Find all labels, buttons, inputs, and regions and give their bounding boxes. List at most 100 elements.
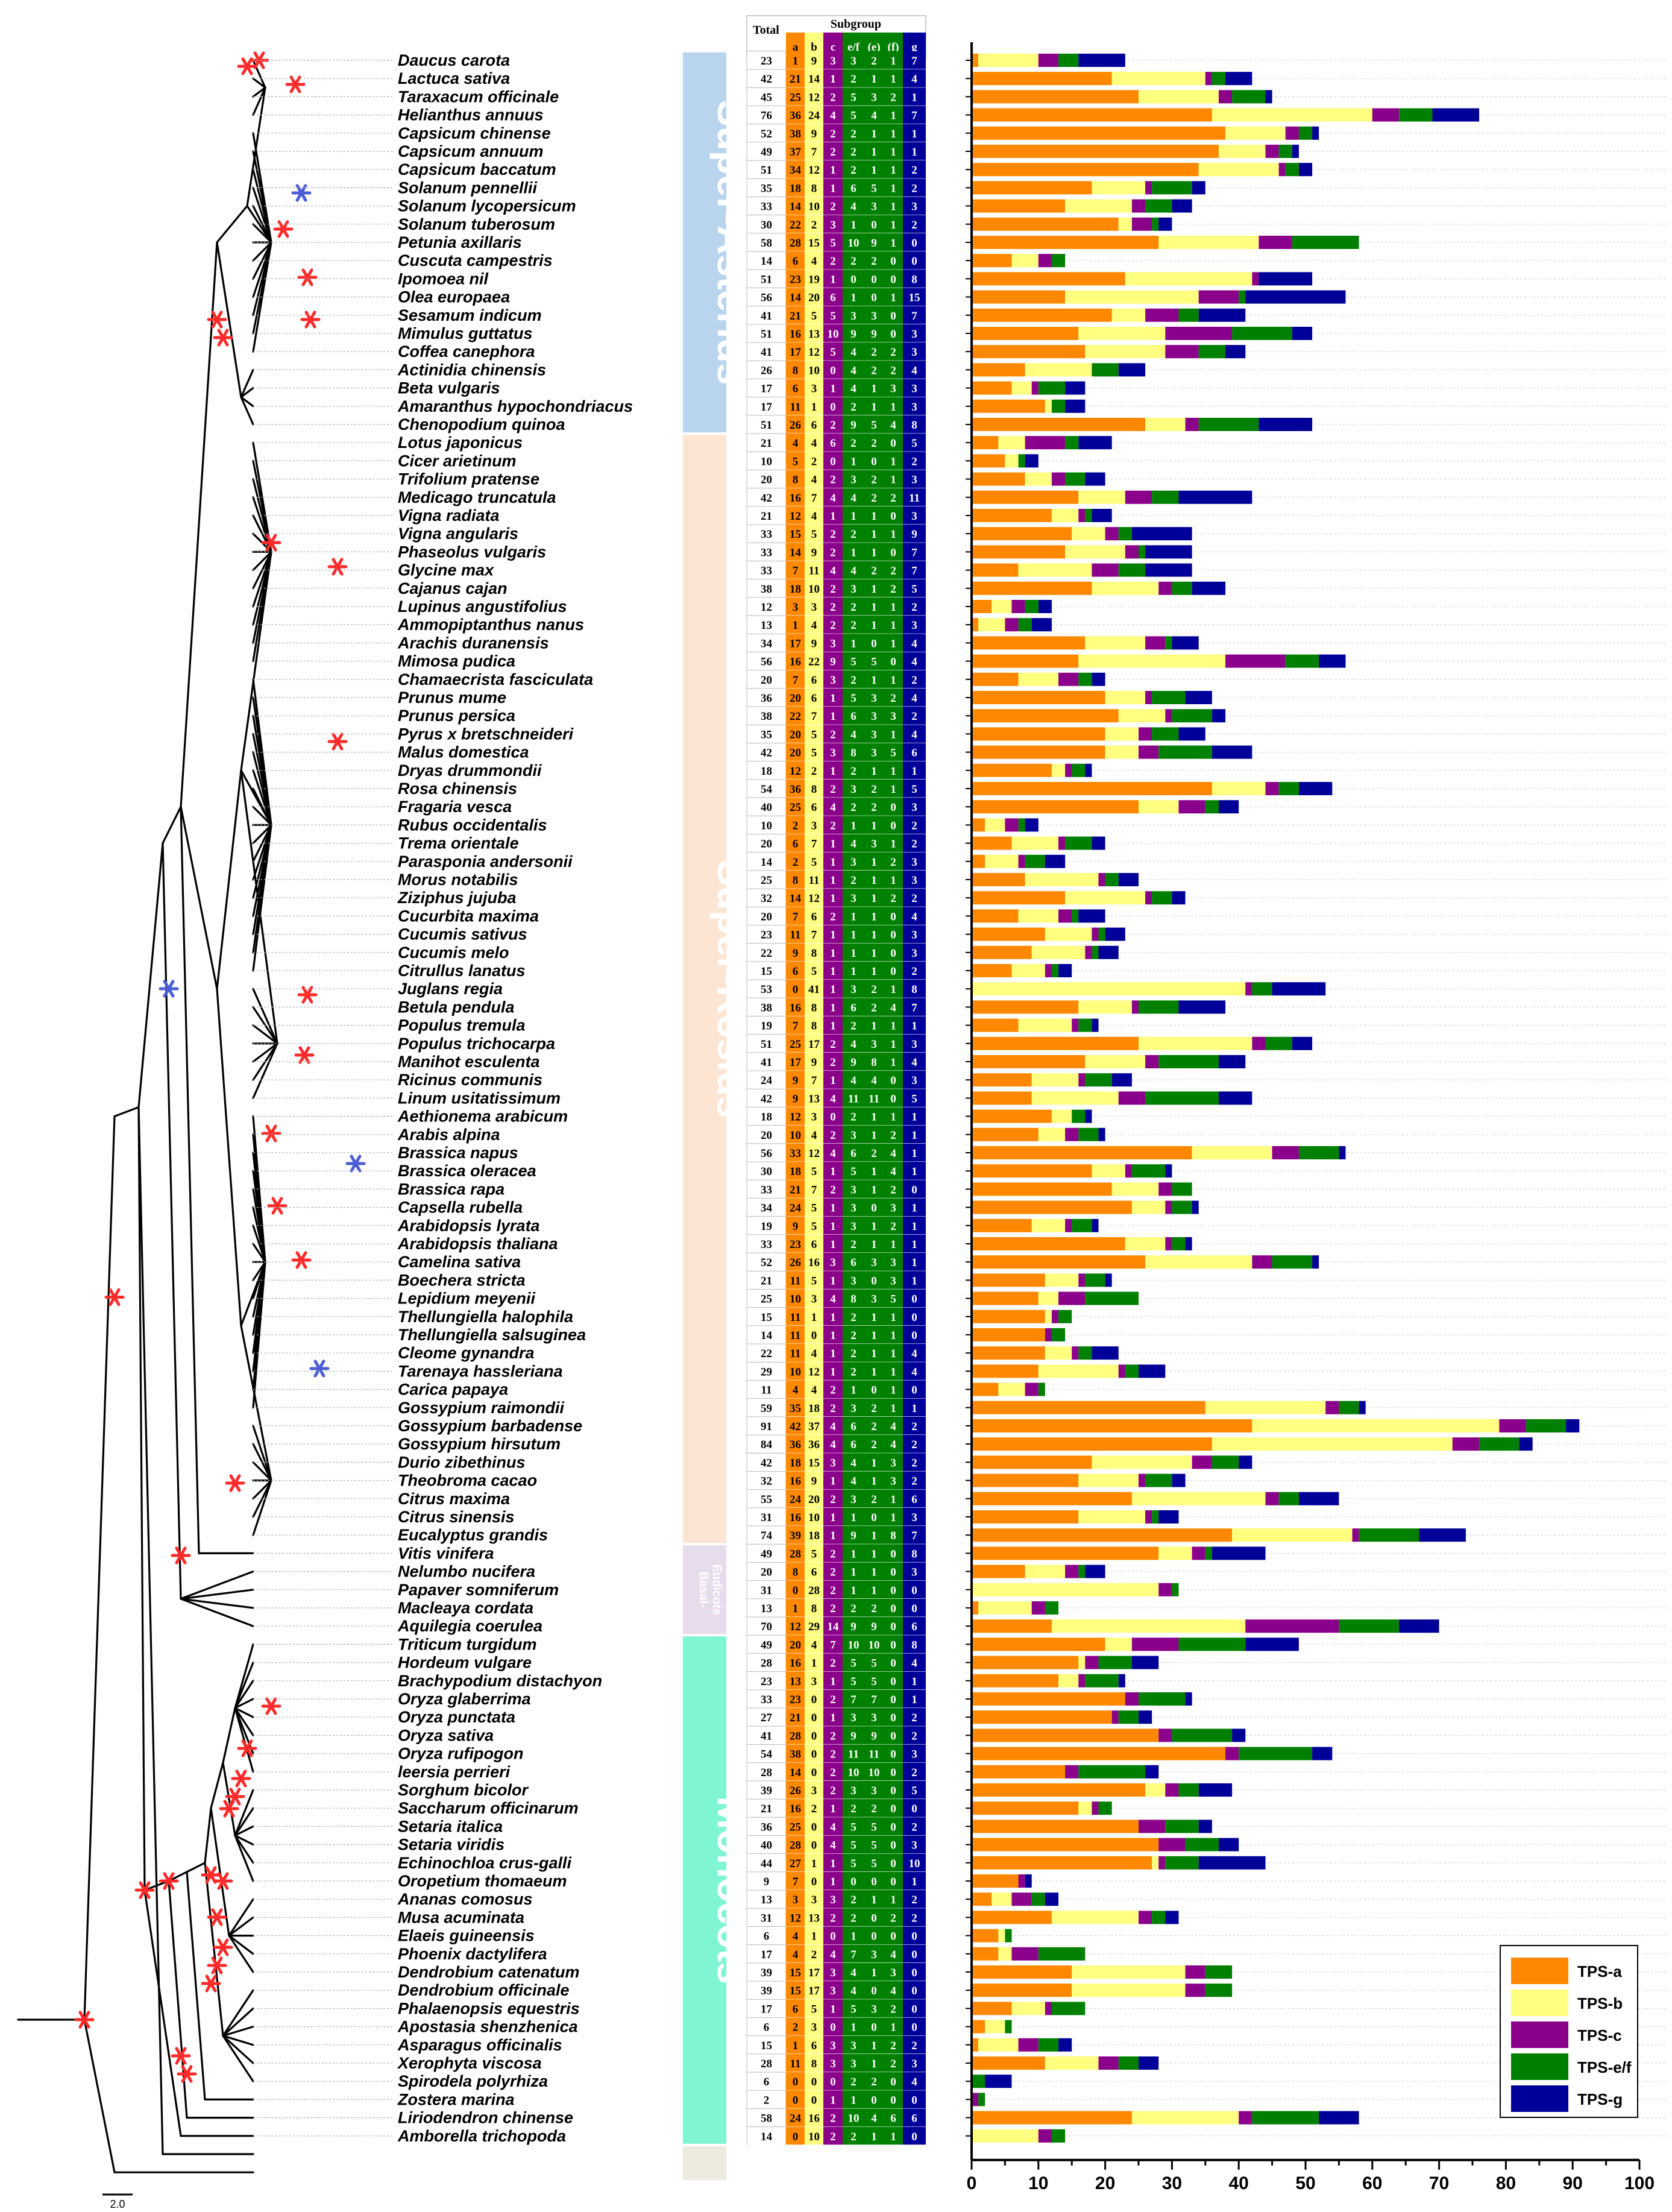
table-value-b: 1 — [811, 1858, 817, 1870]
table-value-f: 1 — [890, 146, 896, 159]
table-value-g: 0 — [911, 2094, 917, 2106]
table-value-g: 7 — [911, 55, 917, 68]
table-value-b: 0 — [811, 1748, 817, 1761]
table-cell — [843, 1544, 864, 1563]
table-cell — [843, 1253, 864, 1271]
bar-c — [1065, 763, 1072, 777]
table-value-c: 2 — [830, 128, 836, 140]
table-value-a: 7 — [793, 1876, 799, 1888]
table-value-total: 33 — [761, 528, 772, 541]
bar-a — [972, 1000, 1079, 1014]
table-cell — [823, 961, 843, 980]
table-cell — [823, 943, 843, 962]
table-value-c: 1 — [830, 1202, 836, 1215]
table-cell — [746, 251, 787, 270]
table-value-e: 1 — [871, 947, 877, 960]
bar-ef — [1265, 1036, 1292, 1050]
bar-c — [1065, 1218, 1072, 1232]
bar-b — [1085, 345, 1166, 359]
table-cell — [746, 1543, 787, 1563]
table-cell — [864, 1344, 884, 1363]
table-value-b: 28 — [808, 1584, 820, 1597]
duplication-star-icon — [177, 2065, 197, 2083]
tree-branch — [240, 550, 272, 772]
table-value-c: 6 — [830, 292, 836, 304]
table-value-f: 0 — [890, 2094, 896, 2106]
bar-ef — [1139, 1000, 1179, 1014]
table-value-ef: 1 — [850, 219, 856, 232]
bar-ef — [1098, 1801, 1112, 1815]
table-value-f: 0 — [890, 2076, 896, 2088]
table-cell — [746, 1125, 787, 1144]
table-value-c: 2 — [830, 146, 836, 159]
table-cell — [823, 779, 843, 798]
table-value-f: 1 — [890, 164, 896, 177]
tree-branch — [180, 241, 218, 808]
table-cell — [805, 1526, 823, 1545]
table-value-g: 8 — [911, 273, 917, 286]
table-value-total: 33 — [761, 1238, 772, 1251]
table-cell — [903, 452, 926, 470]
table-value-g: 0 — [911, 1930, 917, 1943]
table-value-c: 3 — [830, 674, 836, 687]
tree-branch — [180, 1598, 254, 1627]
bar-ef — [1051, 399, 1066, 413]
table-cell — [884, 561, 903, 579]
table-value-g: 3 — [911, 346, 917, 359]
bar-g — [1139, 1364, 1166, 1378]
tree-branch — [222, 2035, 254, 2082]
bar-a — [972, 1801, 1079, 1815]
table-value-f: 1 — [890, 1020, 896, 1033]
table-value-e: 3 — [871, 1949, 877, 1961]
bar-c — [1125, 545, 1139, 559]
table-cell — [864, 961, 884, 980]
table-cell — [884, 1362, 903, 1381]
table-value-g: 0 — [911, 255, 917, 268]
tree-branch — [222, 1989, 254, 2037]
table-value-c: 10 — [828, 328, 839, 341]
bar-b — [1045, 1346, 1072, 1360]
bar-ef — [1118, 563, 1146, 577]
table-cell — [786, 1162, 805, 1180]
bar-b — [1018, 672, 1059, 686]
table-value-g: 3 — [911, 1038, 917, 1051]
table-value-f: 1 — [890, 201, 896, 213]
bar-b — [1051, 1619, 1246, 1633]
bar-a — [972, 1055, 1086, 1068]
species-label: Ammopiptanthus nanus — [397, 616, 584, 634]
table-value-e: 3 — [871, 2003, 877, 2015]
table-cell — [864, 87, 884, 106]
table-cell — [903, 1489, 926, 1508]
table-cell — [884, 1289, 903, 1308]
duplication-star-icon — [159, 980, 179, 998]
species-label: Oropetium thomaeum — [398, 1872, 567, 1890]
table-cell — [805, 69, 823, 88]
table-value-f: 3 — [890, 383, 896, 395]
table-cell — [884, 1216, 903, 1235]
star-stroke — [265, 1124, 277, 1142]
table-value-c: 2 — [830, 1402, 836, 1415]
species-label: Malus domestica — [398, 743, 529, 761]
bar-a — [972, 1382, 999, 1396]
table-cell — [843, 160, 864, 179]
table-cell — [823, 870, 843, 889]
tree-branch — [186, 1871, 206, 2100]
table-cell — [823, 925, 843, 944]
table-value-b: 0 — [811, 2094, 817, 2106]
legend-label: TPS-a — [1577, 1962, 1622, 1980]
table-value-f: 2 — [890, 2040, 896, 2052]
table-value-ef: 5 — [850, 110, 856, 122]
table-cell — [884, 1271, 903, 1290]
bar-a — [972, 1309, 1045, 1323]
species-label: Capsicum annuum — [398, 142, 544, 160]
table-value-c: 1 — [830, 1165, 836, 1178]
table-cell — [843, 1198, 864, 1217]
table-value-ef: 10 — [848, 237, 860, 250]
bar-ef — [1278, 1492, 1299, 1505]
table-value-c: 4 — [830, 1821, 836, 1833]
table-cell — [843, 943, 864, 962]
bar-a — [972, 236, 1159, 249]
table-cell — [884, 1453, 903, 1472]
bar-c — [1131, 217, 1152, 231]
table-value-f: 4 — [890, 1438, 896, 1451]
